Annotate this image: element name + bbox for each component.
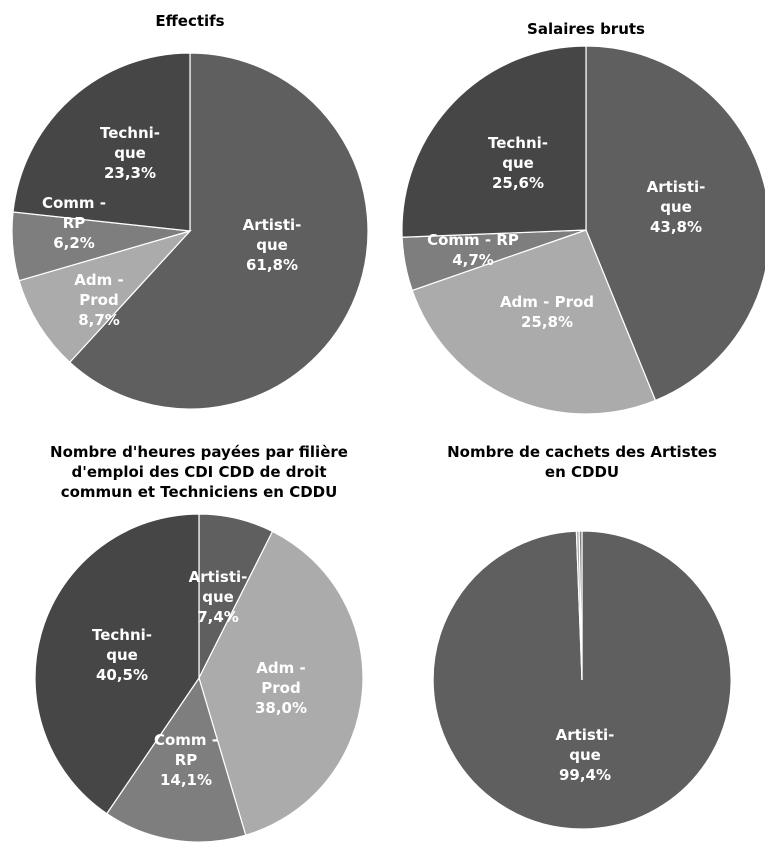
pie-slice	[12, 52, 191, 232]
chart-title: Nombre de cachets des Artistes en CDDU	[447, 443, 717, 481]
pie-slice	[411, 229, 657, 415]
pie-chart-3: Nombre d'heures payées par filière d'empl…	[34, 443, 364, 843]
slice-label: Artisti-que 61,8%	[243, 216, 302, 274]
chart-title: Effectifs	[155, 12, 224, 30]
slice-label: Artisti-que 7,4%	[189, 568, 248, 626]
pie-slice	[401, 45, 587, 238]
slice-label: Comm - RP 4,7%	[427, 231, 519, 269]
slice-label: Artisti-que 43,8%	[647, 178, 706, 236]
slice-label: Techni-que 25,6%	[488, 134, 548, 192]
pie-slice	[68, 52, 369, 410]
slice-label: Adm -Prod 38,0%	[255, 659, 307, 717]
pie-slice	[18, 229, 192, 364]
slice-label: Comm -RP 6,2%	[42, 194, 106, 252]
chart-title: Salaires bruts	[527, 20, 645, 38]
slice-label: Techni-que 40,5%	[92, 626, 152, 684]
pie-slice	[198, 530, 364, 836]
slice-label: Artisti-que 99,4%	[556, 726, 615, 784]
slice-label: Adm -Prod 8,7%	[74, 271, 123, 329]
slice-label: Comm -RP 14,1%	[154, 731, 218, 789]
slice-label: Adm - Prod 25,8%	[500, 293, 594, 331]
pie-slice	[105, 676, 247, 843]
pie-slice	[585, 45, 765, 402]
pie-chart-4: Nombre de cachets des Artistes en CDDU Art…	[432, 443, 732, 830]
pie-slice	[578, 530, 583, 681]
chart-title: Nombre d'heures payées par filière d'empl…	[50, 443, 348, 501]
slice-label: Techni-que 23,3%	[100, 124, 160, 182]
pie-chart-1: Effectifs Artisti-que 61,8% Adm -Prod 8,7% Co…	[11, 12, 369, 410]
pie-chart-2: Salaires bruts Artisti-que 43,8% Adm - Prod…	[401, 20, 765, 415]
pie-slice	[34, 513, 200, 815]
